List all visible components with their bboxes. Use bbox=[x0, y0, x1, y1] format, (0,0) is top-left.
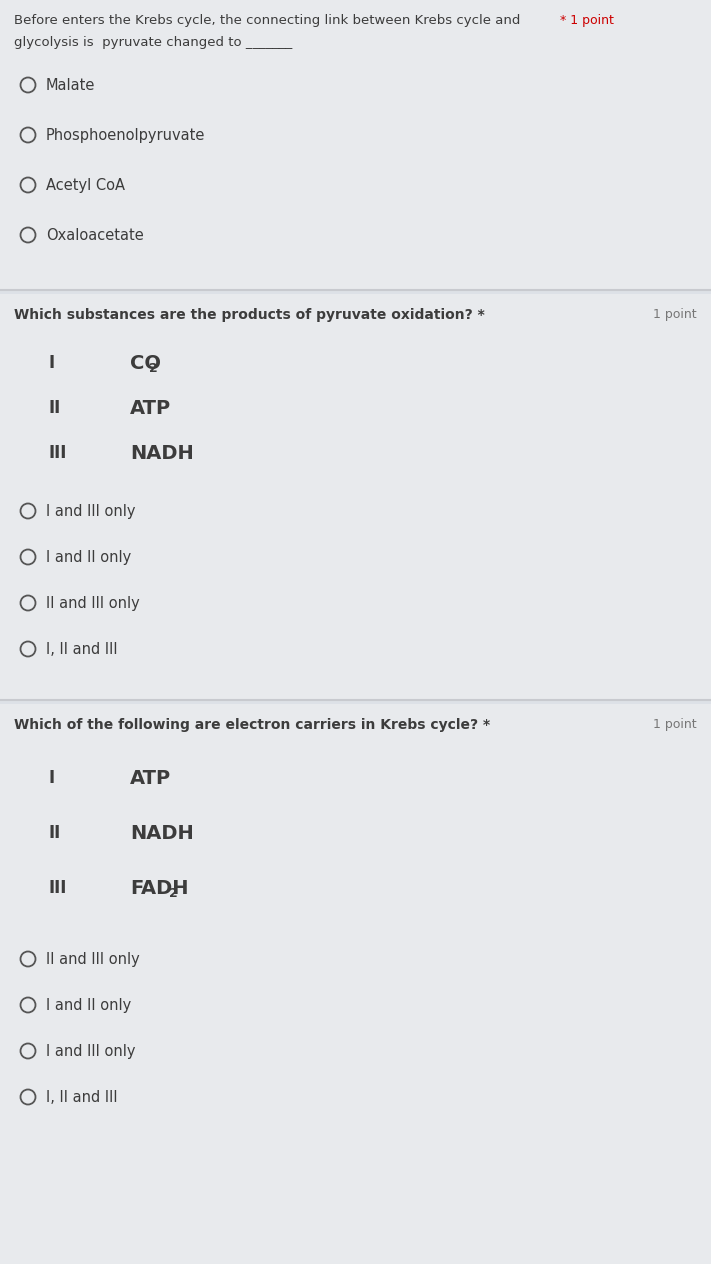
Text: ATP: ATP bbox=[130, 399, 171, 418]
Text: II: II bbox=[48, 824, 60, 842]
Text: I and II only: I and II only bbox=[46, 999, 132, 1012]
Text: Before enters the Krebs cycle, the connecting link between Krebs cycle and: Before enters the Krebs cycle, the conne… bbox=[14, 14, 520, 27]
Text: II: II bbox=[48, 399, 60, 417]
Text: glycolysis is  pyruvate changed to _______: glycolysis is pyruvate changed to ______… bbox=[14, 35, 292, 49]
Text: Which substances are the products of pyruvate oxidation? *: Which substances are the products of pyr… bbox=[14, 308, 485, 322]
Text: I: I bbox=[48, 354, 54, 372]
Text: I, II and III: I, II and III bbox=[46, 1090, 117, 1105]
Text: FADH: FADH bbox=[130, 878, 188, 897]
Text: 2: 2 bbox=[169, 887, 178, 900]
Text: II and III only: II and III only bbox=[46, 597, 140, 611]
Text: I and II only: I and II only bbox=[46, 550, 132, 565]
Text: I and III only: I and III only bbox=[46, 1044, 136, 1059]
Text: * 1 point: * 1 point bbox=[560, 14, 614, 27]
Text: Phosphoenolpyruvate: Phosphoenolpyruvate bbox=[46, 128, 205, 143]
Text: III: III bbox=[48, 878, 66, 897]
Text: I and III only: I and III only bbox=[46, 504, 136, 520]
Bar bbox=[0, 704, 711, 1264]
Text: Malate: Malate bbox=[46, 78, 95, 94]
Text: III: III bbox=[48, 444, 66, 463]
Text: Acetyl CoA: Acetyl CoA bbox=[46, 178, 125, 193]
Text: II and III only: II and III only bbox=[46, 952, 140, 967]
Text: 2: 2 bbox=[149, 362, 158, 375]
Text: 1 point: 1 point bbox=[653, 718, 697, 731]
Bar bbox=[0, 295, 711, 700]
Text: ATP: ATP bbox=[130, 769, 171, 787]
Text: NADH: NADH bbox=[130, 824, 194, 843]
Text: I, II and III: I, II and III bbox=[46, 642, 117, 657]
Text: I: I bbox=[48, 769, 54, 787]
Text: Oxaloacetate: Oxaloacetate bbox=[46, 228, 144, 243]
Text: Which of the following are electron carriers in Krebs cycle? *: Which of the following are electron carr… bbox=[14, 718, 490, 732]
Text: 1 point: 1 point bbox=[653, 308, 697, 321]
Text: NADH: NADH bbox=[130, 444, 194, 463]
Text: CO: CO bbox=[130, 354, 161, 373]
Bar bbox=[0, 0, 711, 289]
